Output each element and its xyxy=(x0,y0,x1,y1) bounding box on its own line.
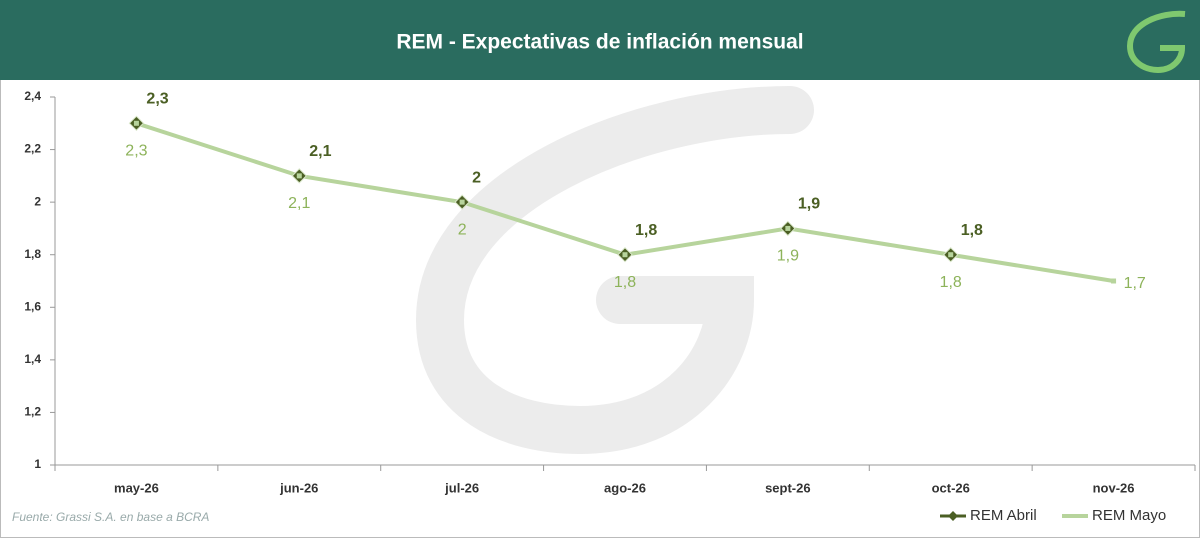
x-tick-label: jul-26 xyxy=(444,480,479,495)
data-label: 2 xyxy=(458,221,467,238)
data-label: 1,8 xyxy=(940,274,962,291)
x-tick-label: jun-26 xyxy=(279,480,318,495)
data-label: 1,9 xyxy=(798,196,820,213)
y-tick-label: 1 xyxy=(34,457,41,471)
data-label: 2,1 xyxy=(309,143,331,160)
source-note: Fuente: Grassi S.A. en base a BCRA xyxy=(12,510,209,524)
marker xyxy=(296,173,302,179)
data-label: 1,8 xyxy=(614,274,636,291)
marker xyxy=(459,199,465,205)
marker xyxy=(948,252,954,258)
marker xyxy=(622,252,628,258)
x-tick-label: ago-26 xyxy=(604,480,646,495)
y-tick-label: 2,2 xyxy=(24,142,41,156)
data-label: 1,7 xyxy=(1124,275,1146,292)
watermark xyxy=(415,86,814,455)
data-label: 1,8 xyxy=(635,222,657,239)
y-tick-label: 2 xyxy=(34,194,41,208)
data-label: 2,1 xyxy=(288,195,310,212)
legend-label: REM Abril xyxy=(970,507,1037,524)
data-label: 1,9 xyxy=(777,248,799,265)
data-label: 2,3 xyxy=(146,91,168,108)
legend-label: REM Mayo xyxy=(1092,507,1166,524)
y-tick-label: 1,2 xyxy=(24,405,41,419)
x-tick-label: nov-26 xyxy=(1093,480,1135,495)
header xyxy=(0,0,1200,80)
marker xyxy=(785,225,791,231)
x-tick-label: sept-26 xyxy=(765,480,811,495)
data-label: 2,3 xyxy=(125,143,147,160)
y-tick-label: 1,8 xyxy=(24,247,41,261)
legend-marker xyxy=(948,511,958,521)
x-tick-label: oct-26 xyxy=(932,480,970,495)
data-label: 2 xyxy=(472,169,481,186)
chart-title: REM - Expectativas de inflación mensual xyxy=(396,31,803,54)
header-logo xyxy=(1126,10,1186,74)
marker xyxy=(1111,278,1117,284)
x-tick-label: may-26 xyxy=(114,480,159,495)
marker xyxy=(133,120,139,126)
y-tick-label: 2,4 xyxy=(24,89,41,103)
y-tick-label: 1,6 xyxy=(24,299,41,313)
data-label: 1,8 xyxy=(961,222,983,239)
y-tick-label: 1,4 xyxy=(24,352,41,366)
